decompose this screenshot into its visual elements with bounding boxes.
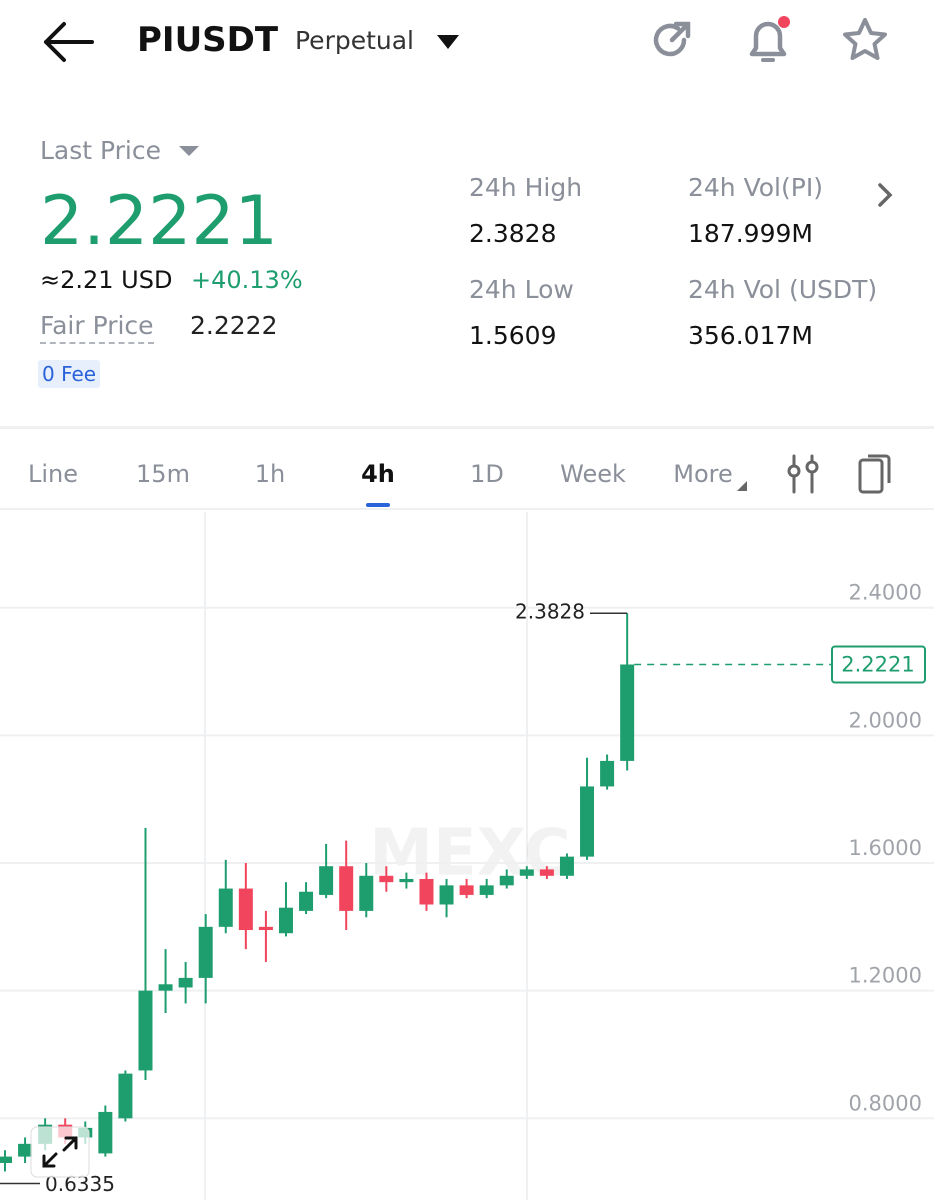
- usd-price: ≈2.21 USD: [40, 266, 173, 294]
- candle-body: [319, 866, 334, 895]
- stat-label: 24h Low: [469, 275, 574, 304]
- y-tick-label: 1.6000: [849, 836, 922, 860]
- interval-tab[interactable]: 1D: [470, 460, 504, 488]
- candle-body: [0, 1156, 12, 1163]
- stat-value: 1.5609: [469, 321, 557, 350]
- candle-body: [118, 1073, 133, 1119]
- candle-body: [459, 885, 474, 895]
- candle-body: [559, 856, 574, 876]
- last-price-tag: 2.2221: [841, 653, 914, 677]
- candle-body: [379, 875, 394, 883]
- fair-price-label[interactable]: Fair Price: [40, 311, 154, 344]
- last-price-label[interactable]: Last Price: [40, 136, 162, 165]
- interval-tabs: Line 15m 1h 4h 1D Week More: [0, 440, 934, 510]
- more-caret: [737, 481, 747, 491]
- candle-body: [278, 907, 293, 934]
- y-tick-label: 0.8000: [849, 1091, 922, 1115]
- refresh-icon[interactable]: [648, 16, 696, 64]
- last-price-box: [831, 645, 926, 684]
- candle-body: [339, 866, 354, 911]
- stat-value: 2.3828: [469, 219, 557, 248]
- interval-tab[interactable]: 4h: [361, 460, 395, 488]
- candle-body: [580, 786, 595, 857]
- candle-body: [178, 977, 193, 988]
- divider: [0, 426, 934, 429]
- favorite-star[interactable]: [840, 16, 890, 64]
- candle-body: [18, 1143, 33, 1157]
- layout-toggle[interactable]: [856, 452, 896, 496]
- stat-value: 187.999M: [688, 219, 813, 248]
- candle-body: [620, 664, 635, 761]
- stat-label: 24h Vol(PI): [688, 173, 823, 202]
- candle-body: [238, 888, 253, 931]
- symbol: PIUSDT: [137, 20, 279, 60]
- candle-body: [439, 885, 454, 905]
- max-label: 2.3828: [515, 600, 585, 624]
- fee-badge: 0 Fee: [38, 360, 101, 388]
- last-price: 2.2221: [40, 182, 278, 261]
- y-tick-label: 1.2000: [849, 964, 922, 988]
- interval-tab[interactable]: Line: [27, 460, 79, 488]
- candle-body: [98, 1111, 113, 1154]
- stat-label: 24h Vol (USDT): [688, 275, 878, 304]
- watermark: MEXC: [369, 817, 570, 891]
- interval-tab[interactable]: Week: [560, 460, 626, 488]
- indicator-settings[interactable]: [786, 452, 822, 496]
- active-tab-indicator: [366, 503, 390, 507]
- candle-body: [399, 878, 414, 883]
- stat-label: 24h High: [469, 173, 583, 202]
- candlestick-chart: MEXC 0.8000 1.2000 1.6000 2.0000 2.4000 2.3828…: [0, 512, 934, 1200]
- candle-body: [359, 875, 374, 911]
- caret: [179, 146, 199, 156]
- candle-body: [539, 869, 554, 876]
- candle-body: [499, 875, 514, 886]
- dropdown-caret: [437, 35, 459, 49]
- more-stats-chevron[interactable]: [876, 182, 896, 208]
- alert-bell[interactable]: [744, 12, 794, 64]
- price-change: +40.13%: [191, 266, 303, 294]
- candle-body: [258, 926, 273, 931]
- candle-body: [600, 760, 615, 787]
- fair-price: 2.2222: [190, 311, 278, 340]
- candle-body: [198, 926, 213, 978]
- interval-tab[interactable]: 15m: [136, 460, 190, 488]
- y-tick-label: 2.0000: [849, 708, 922, 732]
- y-tick-label: 2.4000: [849, 581, 922, 605]
- stat-value: 356.017M: [688, 321, 813, 350]
- candle-body: [138, 990, 153, 1071]
- interval-tab[interactable]: More: [673, 460, 733, 488]
- contract-type[interactable]: Perpetual: [295, 26, 415, 55]
- candle-body: [158, 984, 173, 991]
- candle-body: [299, 891, 314, 911]
- candle-body: [479, 885, 494, 895]
- back-button[interactable]: [40, 20, 96, 64]
- candle-body: [419, 878, 434, 905]
- candle-body: [218, 888, 233, 927]
- interval-tab[interactable]: 1h: [254, 460, 286, 488]
- fullscreen-toggle[interactable]: [30, 1126, 90, 1178]
- candle-body: [519, 869, 534, 876]
- divider: [0, 508, 934, 510]
